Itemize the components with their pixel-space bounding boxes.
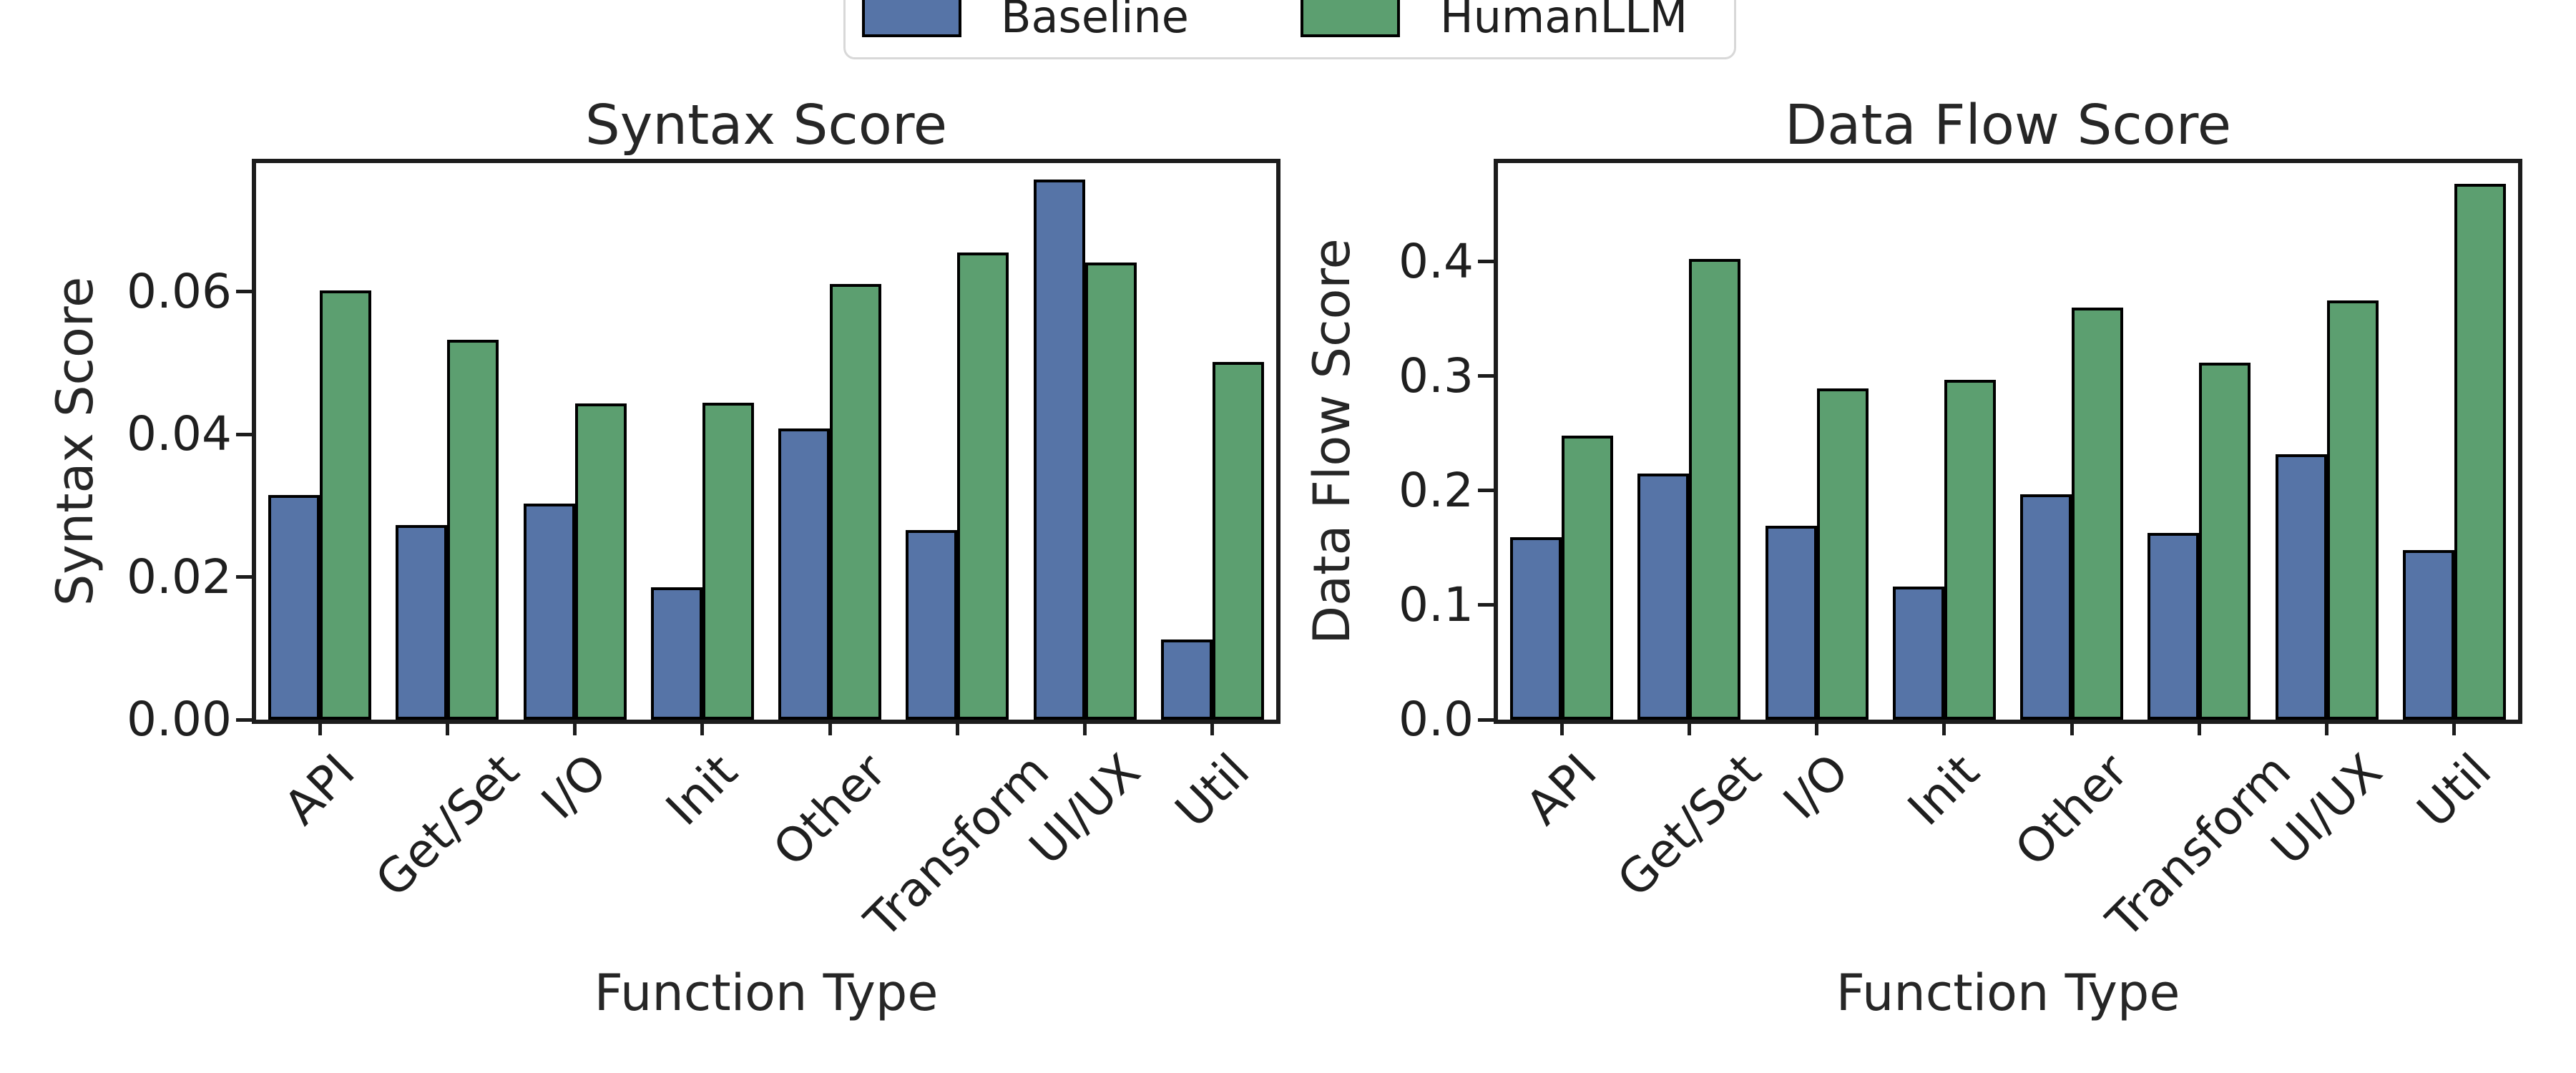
bar-humanllm-util xyxy=(2454,183,2506,720)
bar-humanllm-api xyxy=(320,290,372,720)
y-tick-mark xyxy=(236,575,252,579)
x-tick-label-init: Init xyxy=(1897,743,1990,836)
bar-humanllm-get-set xyxy=(1689,259,1741,720)
bar-baseline-get-set xyxy=(1637,473,1690,720)
x-tick-mark xyxy=(1815,720,1819,735)
legend-swatch-baseline xyxy=(862,0,961,37)
right-chart-title: Data Flow Score xyxy=(1784,94,2232,157)
bar-humanllm-other xyxy=(830,283,882,720)
left-chart-title: Syntax Score xyxy=(584,94,948,157)
x-tick-label-other: Other xyxy=(763,743,897,878)
y-tick-mark xyxy=(1478,489,1494,493)
y-tick-mark xyxy=(236,290,252,294)
x-tick-mark xyxy=(828,720,832,735)
legend-box: Baseline HumanLLM xyxy=(843,0,1736,59)
x-tick-mark xyxy=(955,720,959,735)
left-chart-plot-area: 0.00 0.02 0.04 0.06 API Get/Set I/O Init Other Tr… xyxy=(127,163,1276,949)
bar-humanllm-i-o xyxy=(1816,388,1869,720)
x-tick-mark xyxy=(2325,720,2329,735)
y-tick-mark xyxy=(1478,374,1494,378)
y-tick-label: 0.04 xyxy=(127,406,232,462)
x-tick-mark xyxy=(445,720,449,735)
bar-humanllm-i-o xyxy=(574,403,627,720)
right-y-axis-label: Data Flow Score xyxy=(1303,238,1361,645)
bar-baseline-transform xyxy=(906,529,958,720)
bar-humanllm-api xyxy=(1562,435,1614,720)
x-tick-label-get-set: Get/Set xyxy=(1607,743,1772,908)
bar-humanllm-ui-ux xyxy=(2326,300,2379,720)
bar-baseline-ui-ux xyxy=(2275,454,2327,720)
x-tick-mark xyxy=(1687,720,1691,735)
bar-humanllm-transform xyxy=(2199,362,2251,720)
x-tick-mark xyxy=(2197,720,2201,735)
y-tick-mark xyxy=(1478,260,1494,264)
legend-label-humanllm: HumanLLM xyxy=(1440,0,1688,43)
bar-baseline-other xyxy=(2020,494,2072,720)
x-tick-label-api: API xyxy=(1515,743,1608,836)
bar-baseline-other xyxy=(778,428,831,720)
x-tick-mark xyxy=(2070,720,2074,735)
y-tick-label: 0.1 xyxy=(1399,577,1474,632)
bar-humanllm-ui-ux xyxy=(1084,262,1137,720)
y-tick-mark xyxy=(236,432,252,436)
x-tick-label-i-o: I/O xyxy=(531,743,618,831)
y-tick-mark xyxy=(236,717,252,722)
bar-humanllm-other xyxy=(2072,307,2124,720)
y-tick-label: 0.4 xyxy=(1399,233,1474,289)
x-tick-mark xyxy=(700,720,705,735)
bar-baseline-util xyxy=(2402,550,2454,720)
bar-baseline-init xyxy=(650,587,702,720)
right-chart-axes: 0.0 0.1 0.2 0.3 0.4 API Get/Set I/O Init Other Tra… xyxy=(1399,159,2522,949)
legend-swatch-humanllm xyxy=(1301,0,1400,37)
bar-humanllm-transform xyxy=(957,252,1009,720)
x-tick-label-i-o: I/O xyxy=(1773,743,1860,831)
bar-baseline-api xyxy=(1510,537,1562,720)
bar-baseline-transform xyxy=(2148,533,2200,720)
x-tick-mark xyxy=(318,720,322,735)
x-tick-label-get-set: Get/Set xyxy=(365,743,530,908)
bar-baseline-util xyxy=(1160,640,1213,720)
bar-baseline-ui-ux xyxy=(1033,179,1085,720)
x-tick-mark xyxy=(1942,720,1946,735)
y-tick-label: 0.0 xyxy=(1399,692,1474,747)
x-tick-mark xyxy=(573,720,577,735)
x-tick-label-api: API xyxy=(273,743,366,836)
x-tick-label-util: Util xyxy=(1165,743,1260,839)
bar-baseline-i-o xyxy=(1765,526,1817,720)
right-chart-plot-area: 0.0 0.1 0.2 0.3 0.4 API Get/Set I/O Init Other Tra… xyxy=(1399,163,2518,949)
bar-baseline-get-set xyxy=(396,524,448,720)
left-chart-axes: 0.00 0.02 0.04 0.06 API Get/Set I/O Init Other Tr… xyxy=(127,159,1280,949)
x-tick-label-init: Init xyxy=(655,743,748,836)
y-tick-label: 0.02 xyxy=(127,549,232,604)
x-tick-label-other: Other xyxy=(2004,743,2139,878)
bar-humanllm-util xyxy=(1212,362,1264,720)
x-tick-mark xyxy=(2452,720,2457,735)
y-tick-label: 0.3 xyxy=(1399,348,1474,403)
bar-humanllm-get-set xyxy=(447,340,499,720)
right-x-axis-label: Function Type xyxy=(1836,964,2180,1022)
x-tick-mark xyxy=(1083,720,1087,735)
bar-humanllm-init xyxy=(702,403,754,720)
x-tick-mark xyxy=(1210,720,1215,735)
bar-humanllm-init xyxy=(1944,379,1996,720)
x-tick-mark xyxy=(1559,720,1564,735)
left-x-axis-label: Function Type xyxy=(594,964,939,1022)
y-tick-mark xyxy=(1478,603,1494,607)
bar-baseline-i-o xyxy=(523,503,575,720)
y-tick-label: 0.2 xyxy=(1399,462,1474,518)
y-tick-mark xyxy=(1478,717,1494,722)
bar-baseline-api xyxy=(268,494,320,720)
bar-baseline-init xyxy=(1892,587,1944,720)
y-tick-label: 0.06 xyxy=(127,263,232,319)
y-tick-label: 0.00 xyxy=(127,692,232,747)
legend-label-baseline: Baseline xyxy=(1001,0,1189,43)
x-tick-label-util: Util xyxy=(2406,743,2502,839)
